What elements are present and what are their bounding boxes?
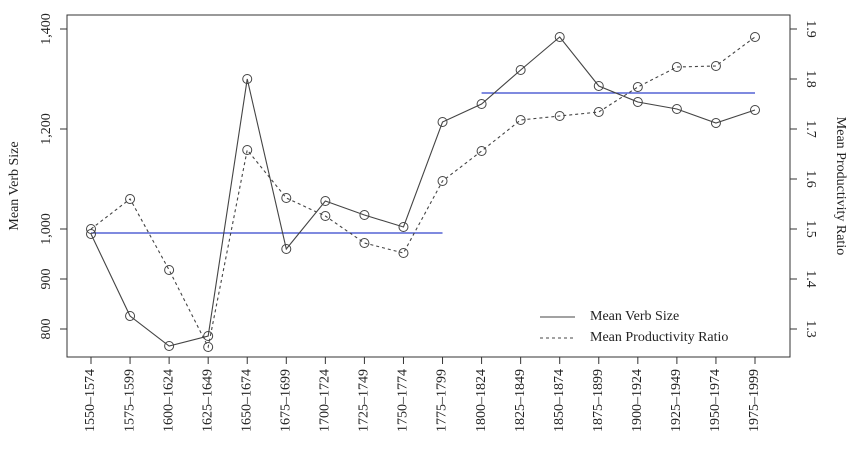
x-tick-label: 1925–1949 bbox=[669, 369, 684, 432]
point bbox=[750, 105, 760, 115]
point bbox=[203, 331, 214, 341]
point bbox=[281, 193, 292, 203]
point bbox=[554, 32, 565, 42]
point bbox=[398, 222, 409, 232]
y2-tick-label: 1.4 bbox=[803, 270, 818, 288]
point bbox=[164, 265, 175, 275]
y-tick-label: 1,200 bbox=[39, 113, 54, 145]
y2-tick-label: 1.5 bbox=[803, 220, 818, 238]
y-axis-title: Mean Verb Size bbox=[7, 141, 22, 230]
y-tick-label: 900 bbox=[39, 269, 54, 290]
point bbox=[593, 107, 604, 117]
point bbox=[125, 311, 136, 321]
x-tick-label: 1575–1599 bbox=[122, 369, 137, 432]
x-tick-label: 1800–1824 bbox=[474, 369, 489, 432]
legend-label: Mean Verb Size bbox=[590, 309, 679, 324]
y2-tick-label: 1.7 bbox=[803, 120, 818, 138]
point bbox=[632, 97, 643, 107]
point bbox=[203, 342, 214, 352]
y2-tick-label: 1.3 bbox=[803, 320, 818, 338]
x-tick-label: 1675–1699 bbox=[279, 369, 294, 432]
point bbox=[750, 32, 760, 42]
y-tick-label: 1,000 bbox=[39, 213, 54, 245]
point bbox=[359, 238, 370, 248]
x-tick-label: 1625–1649 bbox=[200, 369, 215, 432]
legend-label: Mean Productivity Ratio bbox=[590, 330, 728, 345]
x-tick-label: 1550–1574 bbox=[83, 369, 98, 432]
x-tick-label: 1825–1849 bbox=[513, 369, 528, 432]
point bbox=[359, 210, 370, 220]
y2-tick-label: 1.8 bbox=[803, 70, 818, 88]
point bbox=[554, 111, 565, 121]
series-line bbox=[90, 36, 756, 349]
point bbox=[515, 65, 526, 75]
x-tick-label: 1600–1624 bbox=[161, 369, 176, 432]
x-tick-label: 1950–1974 bbox=[708, 369, 723, 432]
point bbox=[710, 118, 721, 128]
point bbox=[593, 81, 604, 91]
x-tick-label: 1775–1799 bbox=[435, 369, 450, 432]
y2-tick-label: 1.9 bbox=[803, 20, 818, 38]
point bbox=[437, 117, 448, 127]
series-line bbox=[90, 36, 756, 347]
point bbox=[242, 74, 253, 84]
point bbox=[476, 99, 487, 109]
point bbox=[86, 224, 96, 234]
point bbox=[671, 104, 682, 114]
point bbox=[281, 244, 292, 254]
y-tick-label: 800 bbox=[39, 319, 54, 340]
point bbox=[320, 196, 331, 206]
point bbox=[242, 145, 253, 155]
y2-axis-title: Mean Productivity Ratio bbox=[833, 117, 848, 255]
point bbox=[710, 61, 721, 71]
point bbox=[125, 194, 136, 204]
plot-frame bbox=[66, 14, 791, 358]
point bbox=[671, 62, 682, 72]
x-tick-label: 1975–1999 bbox=[747, 369, 762, 432]
point bbox=[476, 146, 487, 156]
x-tick-label: 1650–1674 bbox=[239, 369, 254, 432]
point bbox=[320, 211, 331, 221]
y-tick-label: 1,400 bbox=[39, 13, 54, 45]
y2-tick-label: 1.6 bbox=[803, 170, 818, 188]
x-tick-label: 1875–1899 bbox=[591, 369, 606, 432]
x-tick-label: 1750–1774 bbox=[396, 369, 411, 432]
x-tick-label: 1725–1749 bbox=[357, 369, 372, 432]
point bbox=[632, 82, 643, 92]
x-tick-label: 1900–1924 bbox=[630, 369, 645, 432]
point bbox=[515, 115, 526, 125]
point bbox=[164, 341, 175, 351]
x-tick-label: 1700–1724 bbox=[318, 369, 333, 432]
point bbox=[437, 176, 448, 186]
x-tick-label: 1850–1874 bbox=[552, 369, 567, 432]
point bbox=[398, 248, 409, 258]
point bbox=[86, 229, 96, 239]
